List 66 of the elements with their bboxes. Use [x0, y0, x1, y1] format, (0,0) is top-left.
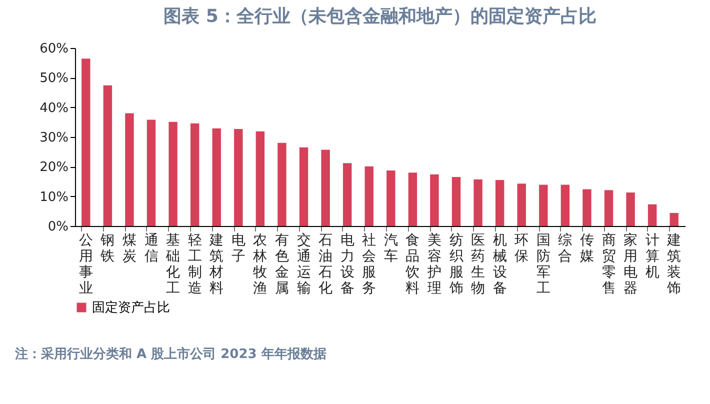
- x-tick-label: 汽车: [384, 232, 398, 264]
- y-tick-label: 0%: [48, 220, 68, 234]
- x-tick-label: 有色金属: [274, 232, 289, 296]
- bar: [452, 177, 461, 226]
- x-tick-label: 综合: [558, 232, 572, 264]
- y-tick-label: 40%: [40, 100, 68, 116]
- bar: [364, 166, 374, 226]
- x-tick-label: 医药生物: [471, 232, 486, 296]
- x-tick-label: 美容护理: [426, 232, 442, 296]
- bar: [670, 212, 678, 226]
- x-tick-label: 家用电器: [624, 232, 638, 296]
- y-tick-label: 50%: [40, 71, 68, 86]
- bar: [146, 120, 156, 226]
- x-tick-label: 交通运输: [296, 232, 311, 296]
- y-tick-label: 30%: [40, 130, 68, 146]
- x-tick-label: 社会服务: [362, 232, 376, 296]
- x-tick-label: 计算机: [645, 232, 660, 280]
- bar: [430, 174, 439, 226]
- x-tick-label: 石油石化: [318, 232, 333, 296]
- bar: [517, 184, 526, 226]
- bar: [256, 131, 265, 226]
- bar: [495, 180, 504, 226]
- x-tick-label: 环保: [514, 232, 529, 264]
- x-tick-label: 钢铁: [100, 232, 115, 264]
- bar: [604, 190, 614, 226]
- x-tick-label: 电力设备: [340, 232, 354, 296]
- bar: [648, 204, 657, 226]
- bar: [582, 189, 592, 226]
- y-tick-label: 10%: [40, 190, 68, 205]
- bar: [190, 123, 200, 226]
- bar: [125, 113, 134, 226]
- x-tick-label: 公用事业: [78, 232, 93, 296]
- x-tick-label: 电子: [231, 232, 246, 264]
- bar: [408, 172, 418, 226]
- x-tick-label: 食品饮料: [404, 232, 420, 296]
- x-tick-label: 机械设备: [492, 232, 507, 296]
- bar: [212, 128, 221, 226]
- x-tick-label: 基础化工: [165, 232, 180, 296]
- x-tick-label: 轻工制造: [188, 232, 202, 296]
- x-tick-label: 煤炭: [122, 232, 136, 264]
- x-tick-label: 国防军工: [536, 232, 550, 296]
- bar: [626, 192, 635, 226]
- bar: [474, 179, 482, 226]
- bar: [234, 128, 243, 226]
- bar: [342, 163, 352, 226]
- x-tick-label: 纺织服饰: [448, 232, 464, 296]
- y-tick-label: 20%: [40, 160, 68, 176]
- text: 注：采用行业分类和 A 股上市公司 2023 年年报数据: [14, 346, 326, 362]
- bar: [299, 147, 308, 226]
- bar: [168, 122, 178, 226]
- bar: [82, 58, 90, 226]
- bar: [386, 170, 396, 226]
- x-tick-label: 农林牧渔: [252, 232, 268, 296]
- x-tick-label: 通信: [144, 232, 158, 264]
- x-tick-label: 商贸零售: [602, 232, 616, 296]
- chart-title: 图表 5：全行业（未包含金融和地产）的固定资产占比: [164, 6, 596, 27]
- bar: [103, 85, 112, 226]
- bar: [560, 184, 570, 226]
- x-tick-label: 建筑材料: [208, 232, 224, 296]
- bar: [539, 184, 548, 226]
- x-tick-label: 建筑装饰: [666, 232, 682, 296]
- legend-label: 固定资产占比: [92, 300, 170, 316]
- bar: [278, 142, 286, 226]
- bar: [321, 150, 330, 226]
- x-tick-label: 传媒: [580, 232, 594, 264]
- y-tick-label: 60%: [40, 42, 68, 56]
